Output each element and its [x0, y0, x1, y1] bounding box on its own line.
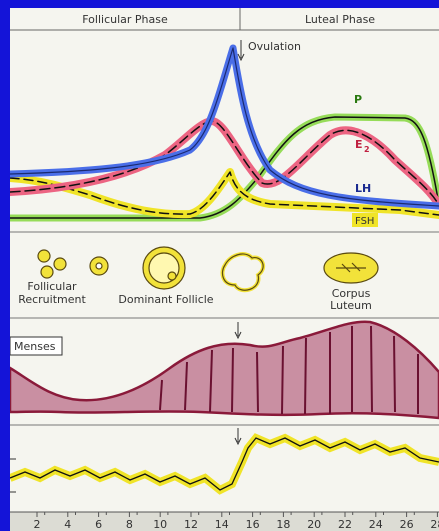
day-label: 8: [126, 518, 133, 531]
day-axis: 246810121416182022242628: [34, 512, 439, 531]
e2-subscript: 2: [364, 145, 370, 154]
phase-label: Follicular Phase: [82, 13, 168, 26]
menses-label: Menses: [14, 340, 56, 353]
fsh-label: FSH: [355, 216, 374, 227]
day-label: 22: [338, 518, 352, 531]
follicle-label: Corpus: [332, 287, 371, 300]
day-label: 20: [307, 518, 321, 531]
p-curve-line: [10, 116, 439, 219]
temperature-line: [10, 437, 439, 491]
fsh-label-bg: [352, 213, 378, 227]
lh-curve-line: [10, 47, 439, 207]
day-label: 24: [369, 518, 383, 531]
ovulation-arrowhead: [234, 437, 242, 446]
day-label: 18: [276, 518, 290, 531]
follicle-label: Dominant Follicle: [118, 293, 213, 306]
ovulation-label: Ovulation: [248, 40, 301, 53]
phase-label: Luteal Phase: [305, 13, 375, 26]
menses-box: [10, 336, 63, 356]
day-label: 28: [430, 518, 439, 531]
day-label: 14: [215, 518, 229, 531]
glands: [159, 325, 419, 415]
day-label: 6: [95, 518, 102, 531]
ovulation-arrowhead: [234, 331, 242, 340]
hormone-curves: [10, 44, 439, 222]
lh-label: LH: [355, 182, 371, 195]
follicle-label: Recruitment: [18, 293, 86, 306]
day-label: 10: [153, 518, 167, 531]
axis-band: [10, 512, 439, 531]
p-label: P: [354, 93, 362, 106]
ovulation-arrowhead: [237, 53, 245, 62]
day-label: 12: [184, 518, 198, 531]
follicle-label: Luteum: [330, 299, 372, 312]
day-label: 2: [34, 518, 41, 531]
day-label: 26: [400, 518, 414, 531]
follicle-label: Follicular: [27, 280, 77, 293]
day-label: 16: [246, 518, 260, 531]
follicle-icons: [37, 246, 379, 293]
day-label: 4: [64, 518, 71, 531]
e2-label: E: [355, 138, 363, 151]
endometrium: [10, 320, 439, 420]
